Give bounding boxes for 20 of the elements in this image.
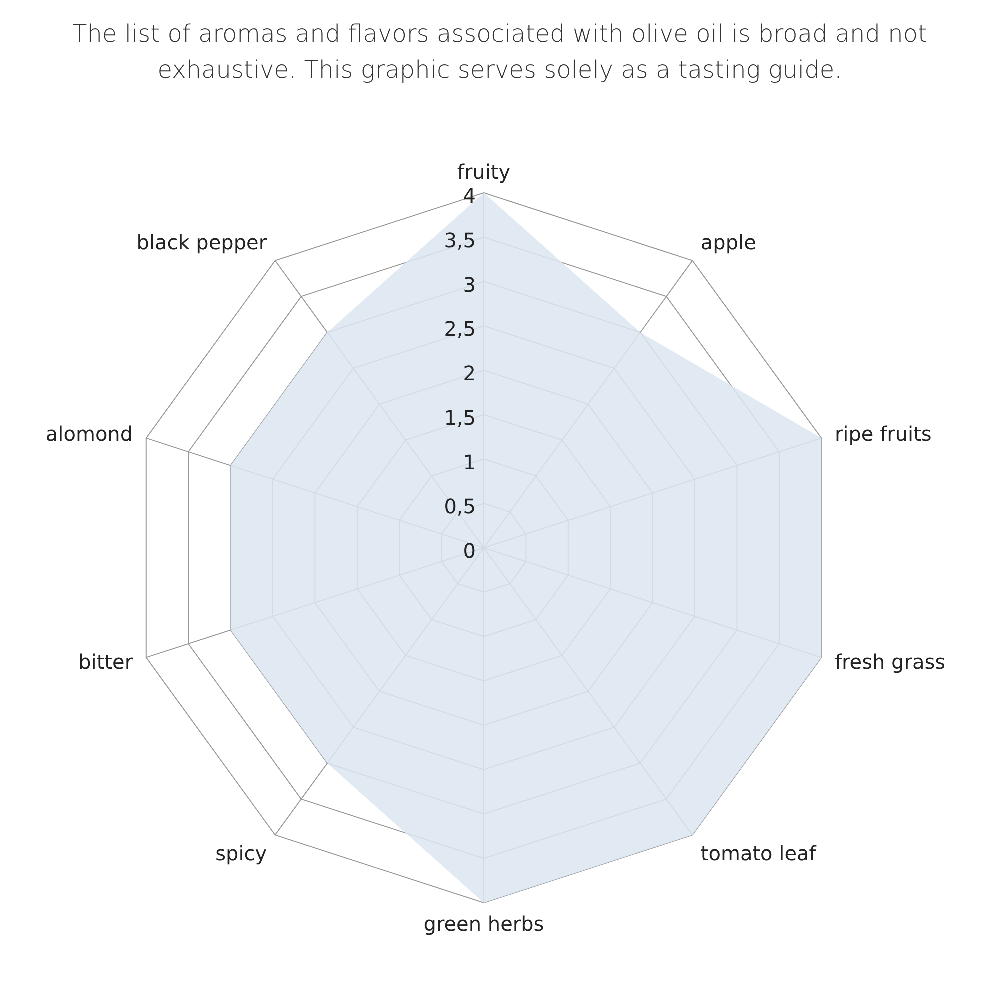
spoke-label: apple	[700, 230, 756, 254]
spoke-label: ripe fruits	[834, 422, 932, 446]
y-tick-label: 3,5	[444, 228, 476, 252]
spoke-label: bitter	[78, 650, 134, 674]
spoke-label: black pepper	[136, 230, 268, 254]
y-tick-label: 2	[463, 362, 476, 386]
y-tick-label: 1	[463, 450, 476, 474]
spoke-label: tomato leaf	[700, 842, 818, 866]
y-tick-label: 3	[463, 272, 476, 297]
y-tick-label: 0,5	[444, 494, 476, 519]
y-tick-label: 4	[463, 184, 476, 208]
spoke-label: fruity	[457, 160, 511, 184]
spoke-label: fresh grass	[834, 650, 946, 674]
spoke-label: spicy	[216, 842, 268, 866]
y-tick-label: 1,5	[444, 406, 476, 430]
y-tick-label: 0	[463, 539, 476, 563]
chart-title: The list of aromas and flavors associated with olive oil is broad and not exhaustive. This graphic serves solely as a tasting guide.	[72, 19, 928, 86]
spoke-label: alomond	[46, 422, 134, 446]
spoke-label: green herbs	[424, 912, 544, 936]
y-tick-label: 2,5	[444, 317, 476, 342]
